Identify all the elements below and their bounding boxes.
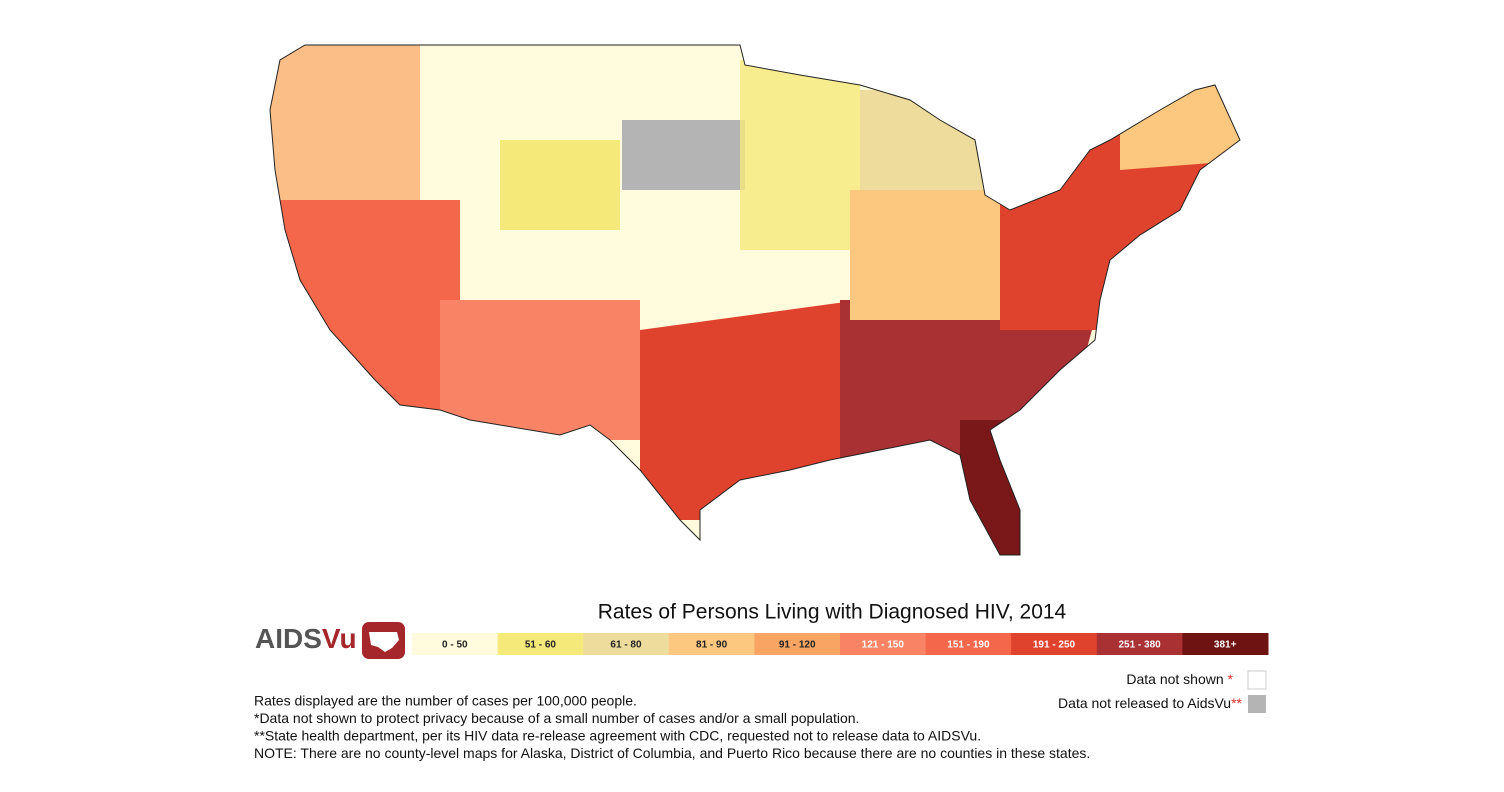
legend-swatch — [412, 633, 499, 655]
legend-marker: * — [1228, 671, 1234, 687]
legend: 0 - 50 51 - 60 61 - 80 81 - 90 91 - 120 121 -… — [412, 633, 1269, 655]
legend-swatch — [668, 633, 755, 655]
legend-label: 191 - 250 — [1033, 640, 1076, 651]
note: NOTE: There are no county-level maps for… — [254, 745, 1090, 761]
legend-text: Data not released to AidsVu — [1058, 695, 1231, 711]
legend-swatch — [583, 633, 670, 655]
legend-label: 121 - 150 — [862, 640, 905, 651]
note: *Data not shown to protect privacy becau… — [254, 710, 859, 726]
legend-label: 51 - 60 — [525, 640, 557, 651]
data-not-released-swatch — [1248, 695, 1266, 713]
legend-label: 0 - 50 — [442, 640, 468, 651]
us-map — [270, 45, 1240, 555]
note: Rates displayed are the number of cases … — [254, 693, 637, 709]
legend-swatch — [1011, 633, 1098, 655]
logo-part: AIDS — [255, 623, 322, 654]
title: Rates of Persons Living with Diagnosed H… — [598, 601, 1067, 624]
legend-swatch — [497, 633, 584, 655]
legend-text: Data not shown — [1126, 671, 1223, 687]
legend-label: 251 - 380 — [1118, 640, 1161, 651]
legend-label: 61 - 80 — [610, 640, 642, 651]
data-not-shown-swatch — [1247, 670, 1267, 690]
legend-swatch — [925, 633, 1012, 655]
logo-text: AIDSVu — [255, 623, 357, 654]
legend-swatch — [1096, 633, 1183, 655]
data-not-shown-label: Data not shown * — [1126, 671, 1233, 687]
legend-swatch — [754, 633, 841, 655]
notes: Rates displayed are the number of cases … — [254, 693, 1090, 762]
legend-label: 81 - 90 — [696, 640, 728, 651]
logo: AIDSVu — [255, 622, 405, 659]
data-not-released-label: Data not released to AidsVu** — [1058, 695, 1242, 711]
legend-swatch — [840, 633, 927, 655]
legend-marker: ** — [1231, 695, 1242, 711]
logo-part: Vu — [322, 623, 357, 654]
legend-label: 381+ — [1214, 640, 1237, 651]
legend-label: 151 - 190 — [947, 640, 990, 651]
legend-label: 91 - 120 — [779, 640, 816, 651]
us-outline — [269, 44, 1241, 556]
legend-swatch — [1182, 633, 1269, 655]
logo-icon-map — [369, 632, 399, 652]
note: **State health department, per its HIV d… — [254, 728, 981, 744]
